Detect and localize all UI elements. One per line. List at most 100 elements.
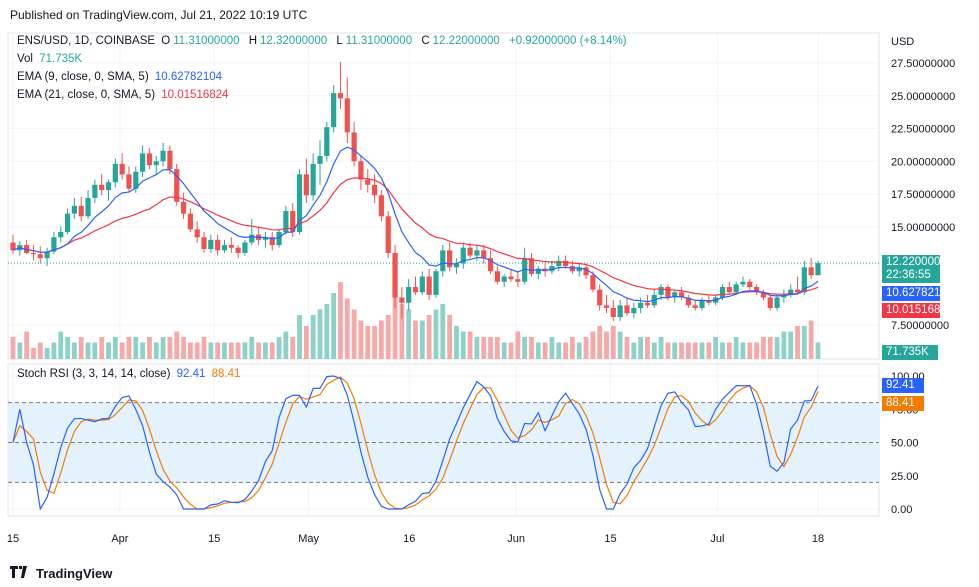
- candle-body[interactable]: [331, 93, 337, 128]
- candle-body[interactable]: [733, 284, 739, 293]
- candle-body[interactable]: [426, 276, 432, 295]
- candle-body[interactable]: [221, 245, 228, 251]
- candle-body[interactable]: [460, 247, 466, 264]
- candle-body[interactable]: [303, 174, 309, 196]
- candle-body[interactable]: [760, 292, 767, 298]
- candle-body[interactable]: [92, 184, 98, 198]
- candle-body[interactable]: [133, 171, 139, 189]
- candle-body[interactable]: [51, 237, 57, 252]
- candle-body[interactable]: [283, 211, 289, 232]
- candle-body[interactable]: [522, 258, 528, 282]
- candle-body[interactable]: [562, 260, 569, 267]
- candle-body[interactable]: [174, 169, 180, 202]
- candle-body[interactable]: [774, 297, 780, 308]
- candle-body[interactable]: [678, 292, 685, 298]
- candle-body[interactable]: [508, 276, 514, 280]
- candle-body[interactable]: [378, 195, 384, 217]
- candle-body[interactable]: [269, 237, 275, 246]
- candle-body[interactable]: [726, 287, 732, 293]
- candle-body[interactable]: [412, 287, 419, 293]
- candle-body[interactable]: [337, 93, 344, 99]
- candle-body[interactable]: [447, 250, 453, 268]
- candle-body[interactable]: [64, 213, 71, 232]
- candle-body[interactable]: [740, 281, 746, 285]
- candle-body[interactable]: [262, 237, 269, 240]
- candle-body[interactable]: [71, 205, 77, 214]
- candle-body[interactable]: [187, 213, 193, 230]
- candle-body[interactable]: [808, 267, 814, 276]
- candle-body[interactable]: [78, 205, 84, 217]
- candle-body[interactable]: [583, 267, 589, 276]
- candle-body[interactable]: [126, 174, 132, 189]
- candle-body[interactable]: [501, 276, 507, 282]
- candle-body[interactable]: [58, 231, 64, 238]
- candle-body[interactable]: [371, 184, 378, 196]
- candle-body[interactable]: [494, 271, 500, 282]
- candle-body[interactable]: [617, 305, 623, 318]
- candle-body[interactable]: [610, 307, 616, 318]
- candle-body[interactable]: [556, 260, 562, 267]
- candle-body[interactable]: [276, 231, 282, 246]
- candle-body[interactable]: [658, 287, 664, 295]
- candle-body[interactable]: [201, 237, 207, 250]
- candle-body[interactable]: [665, 287, 671, 298]
- candle-body[interactable]: [767, 297, 773, 308]
- candle-body[interactable]: [549, 266, 555, 272]
- candle-body[interactable]: [487, 258, 494, 272]
- candle-body[interactable]: [685, 297, 691, 306]
- candle-body[interactable]: [535, 268, 541, 274]
- candle-body[interactable]: [474, 250, 480, 256]
- candle-body[interactable]: [146, 153, 153, 166]
- candle-body[interactable]: [208, 239, 214, 250]
- candle-body[interactable]: [815, 263, 821, 276]
- candle-body[interactable]: [699, 300, 705, 308]
- candle-body[interactable]: [242, 242, 248, 253]
- candle-body[interactable]: [624, 305, 630, 314]
- candle-body[interactable]: [433, 271, 439, 295]
- candle-body[interactable]: [719, 287, 726, 298]
- candle-body[interactable]: [140, 153, 146, 172]
- candle-body[interactable]: [37, 254, 43, 259]
- candle-body[interactable]: [597, 289, 603, 306]
- candle-body[interactable]: [44, 251, 50, 259]
- candle-body[interactable]: [180, 201, 187, 214]
- candle-body[interactable]: [99, 184, 105, 191]
- candle-body[interactable]: [215, 239, 221, 251]
- candle-body[interactable]: [167, 150, 173, 170]
- candle-body[interactable]: [692, 305, 698, 308]
- candle-body[interactable]: [358, 161, 364, 180]
- candle-body[interactable]: [365, 179, 371, 185]
- candle-body[interactable]: [194, 229, 200, 238]
- candle-body[interactable]: [747, 281, 753, 288]
- candle-body[interactable]: [324, 127, 330, 157]
- candle-body[interactable]: [105, 182, 112, 191]
- candle-body[interactable]: [440, 250, 446, 272]
- candle-body[interactable]: [672, 292, 678, 298]
- candle-body[interactable]: [392, 252, 398, 298]
- candle-body[interactable]: [794, 289, 801, 293]
- candle-body[interactable]: [788, 289, 794, 295]
- candle-body[interactable]: [528, 258, 535, 274]
- candle-body[interactable]: [385, 216, 391, 253]
- candle-body[interactable]: [467, 247, 473, 256]
- candle-body[interactable]: [590, 275, 596, 290]
- candle-body[interactable]: [754, 287, 760, 293]
- candle-body[interactable]: [481, 250, 487, 259]
- candle-body[interactable]: [453, 263, 460, 268]
- candle-body[interactable]: [399, 297, 405, 303]
- candle-body[interactable]: [406, 287, 412, 303]
- candle-body[interactable]: [419, 276, 425, 293]
- candle-body[interactable]: [310, 163, 316, 196]
- candle-body[interactable]: [153, 161, 159, 166]
- candle-body[interactable]: [351, 132, 357, 162]
- candle-body[interactable]: [235, 247, 241, 253]
- time-axis[interactable]: 15 Apr 15 May 16 Jun 15 Jul 18: [7, 533, 824, 545]
- footer[interactable]: TradingView: [10, 566, 112, 581]
- candle-body[interactable]: [576, 267, 582, 272]
- stoch-rsi-pane[interactable]: [8, 375, 879, 511]
- candle-body[interactable]: [10, 242, 16, 251]
- candle-body[interactable]: [638, 302, 644, 308]
- candles[interactable]: [10, 61, 821, 322]
- candle-body[interactable]: [515, 279, 521, 282]
